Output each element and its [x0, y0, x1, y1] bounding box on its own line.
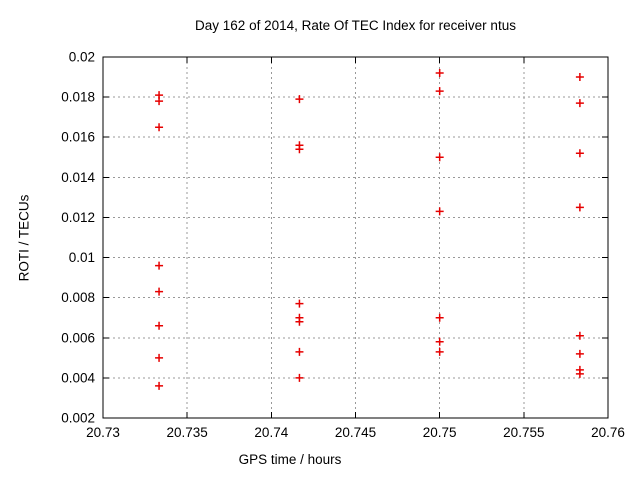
- x-tick-label: 20.735: [167, 425, 208, 440]
- y-tick-label: 0.01: [69, 250, 95, 265]
- data-point-marker: [295, 373, 304, 382]
- y-axis-title: ROTI / TECUs: [16, 194, 32, 282]
- data-point-marker: [295, 347, 304, 356]
- data-point-marker: [435, 207, 444, 216]
- y-tick-label: 0.004: [61, 370, 95, 385]
- x-tick-label: 20.755: [503, 425, 544, 440]
- y-tick-label: 0.006: [61, 330, 95, 345]
- x-axis-title: GPS time / hours: [238, 452, 342, 467]
- data-point-marker: [575, 149, 584, 158]
- data-point-marker: [155, 381, 164, 390]
- data-point-marker: [435, 347, 444, 356]
- x-tick-label: 20.75: [423, 425, 457, 440]
- data-point-marker: [155, 261, 164, 270]
- data-point-marker: [575, 203, 584, 212]
- y-tick-label: 0.002: [61, 411, 95, 426]
- data-point-marker: [295, 95, 304, 104]
- y-tick-label: 0.02: [69, 50, 95, 65]
- y-tick-label: 0.018: [61, 90, 95, 105]
- data-point-marker: [575, 99, 584, 108]
- data-point-marker: [155, 123, 164, 132]
- data-point-marker: [575, 331, 584, 340]
- x-tick-label: 20.73: [86, 425, 120, 440]
- x-tick-label: 20.76: [591, 425, 625, 440]
- data-point-marker: [435, 87, 444, 96]
- data-point-marker: [295, 145, 304, 154]
- y-tick-label: 0.016: [61, 130, 95, 145]
- data-point-marker: [435, 337, 444, 346]
- x-tick-label: 20.745: [335, 425, 376, 440]
- y-tick-label: 0.008: [61, 290, 95, 305]
- data-point-marker: [575, 73, 584, 82]
- x-tick-label: 20.74: [254, 425, 288, 440]
- data-point-marker: [155, 287, 164, 296]
- data-point-marker: [435, 153, 444, 162]
- data-point-marker: [575, 369, 584, 378]
- y-tick-label: 0.014: [61, 170, 95, 185]
- chart-title: Day 162 of 2014, Rate Of TEC Index for r…: [195, 18, 516, 33]
- data-point-marker: [435, 69, 444, 78]
- data-point-marker: [295, 299, 304, 308]
- data-point-marker: [155, 97, 164, 106]
- data-point-marker: [155, 321, 164, 330]
- y-tick-label: 0.012: [61, 210, 95, 225]
- data-point-marker: [435, 313, 444, 322]
- data-point-marker: [295, 317, 304, 326]
- data-point-marker: [155, 353, 164, 362]
- data-point-marker: [575, 349, 584, 358]
